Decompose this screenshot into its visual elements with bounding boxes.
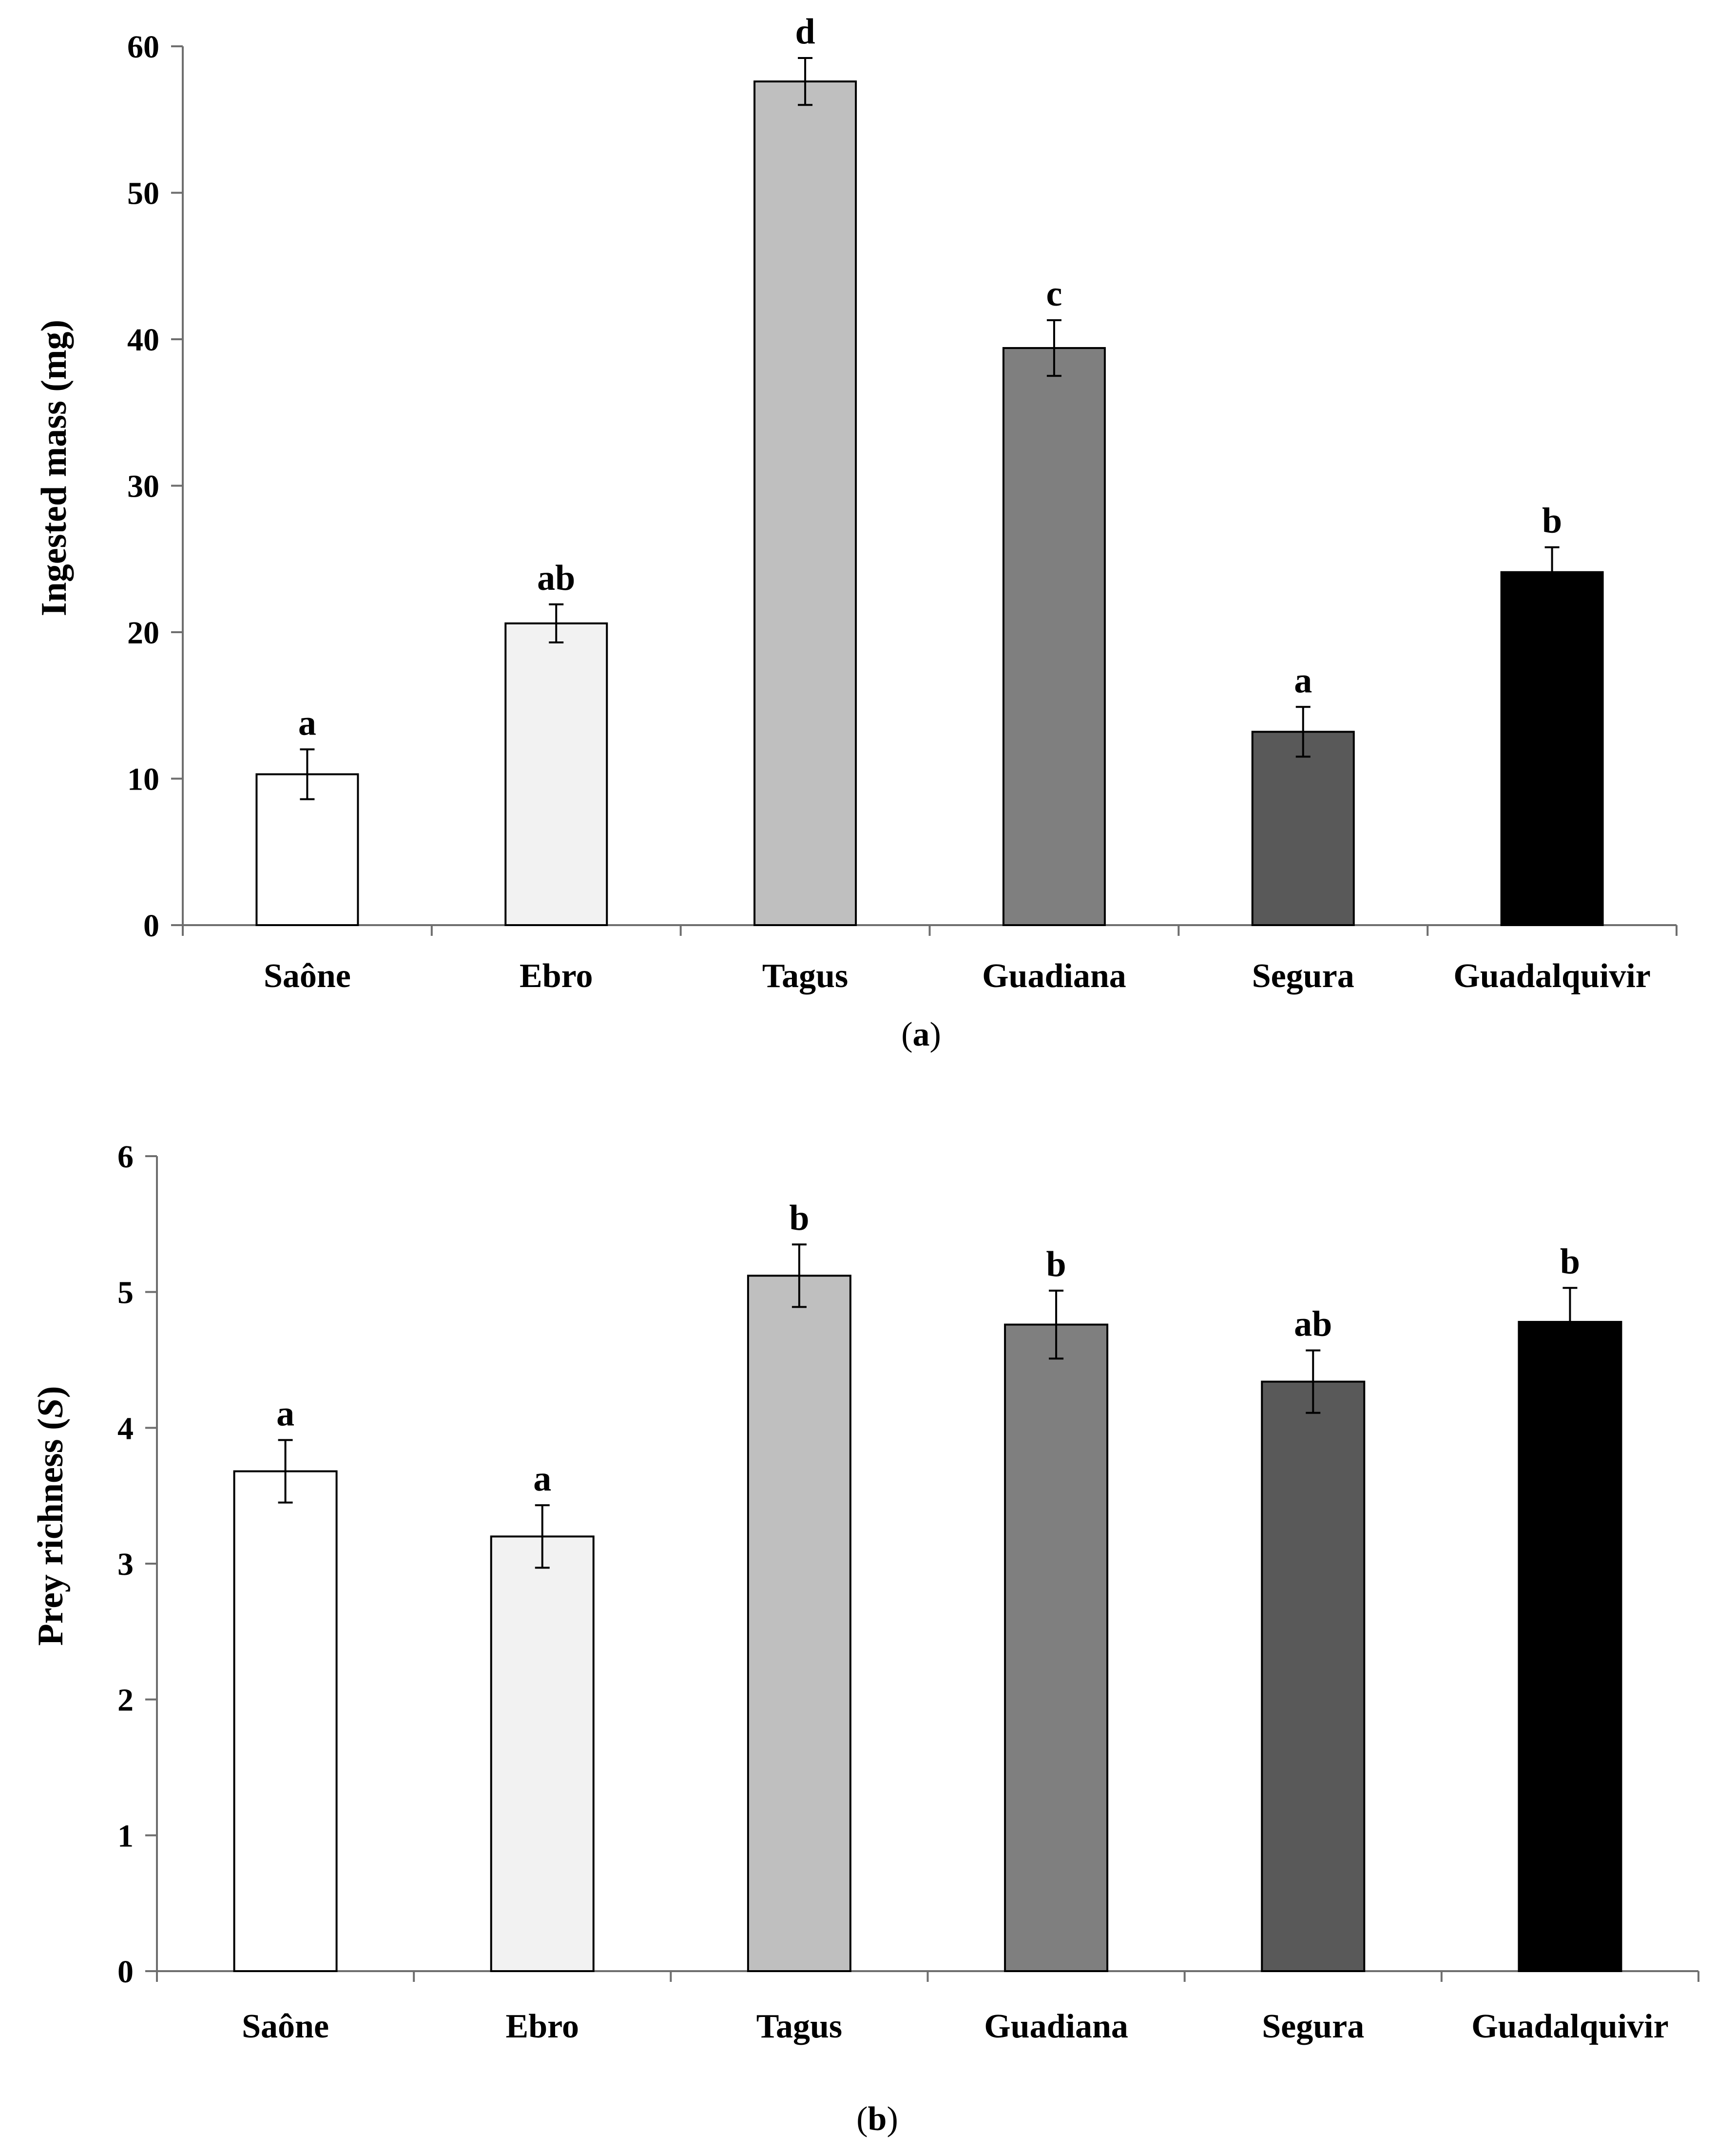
panel-a-significance-label: b	[1542, 501, 1562, 541]
panel-a-bar	[1251, 731, 1355, 926]
panel-b-y-tick-label: 4	[117, 1411, 134, 1446]
panel-b-significance-label: b	[1046, 1244, 1066, 1284]
panel-b-category-label: Tagus	[756, 2008, 842, 2045]
panel-b-caption: (b)	[856, 2100, 898, 2138]
panel-a-category-label: Saône	[264, 957, 351, 995]
panel-b-bar	[490, 1535, 595, 1972]
panel-a-category-label: Guadiana	[982, 957, 1126, 995]
panel-a-bar	[504, 622, 608, 926]
panel-a-y-tick-label: 20	[127, 615, 159, 651]
panel-b-category-label: Ebro	[506, 2008, 579, 2045]
panel-a-y-tick-label: 10	[127, 762, 159, 797]
panel-b-y-axis-label-suffix: )	[31, 1386, 71, 1398]
panel-a-bar	[255, 773, 359, 926]
panel-b-significance-label: ab	[1294, 1304, 1332, 1344]
panel-a-bar	[1500, 571, 1604, 927]
panel-a-y-axis-label: Ingested mass (mg)	[34, 320, 74, 616]
panel-b-y-axis-label-prefix: Prey richness (	[31, 1418, 71, 1646]
panel-a-bar	[753, 80, 857, 926]
panel-b-significance-label: b	[1560, 1241, 1580, 1281]
panel-b-category-label: Segura	[1262, 2008, 1364, 2045]
panel-b-y-tick-label: 2	[117, 1683, 134, 1718]
panel-a-significance-label: d	[795, 12, 815, 52]
panel-b-significance-label: b	[789, 1198, 809, 1238]
panel-a-plot-area: 0102030405060aSaôneabEbrodTaguscGuadiana…	[127, 12, 1678, 995]
panel-a-y-tick-label: 40	[127, 322, 159, 358]
panel-b-bar	[233, 1470, 338, 1972]
panel-a-category-label: Ebro	[520, 957, 593, 995]
panel-a-category-label: Guadalquivir	[1453, 957, 1651, 995]
panel-b-bar	[1004, 1323, 1109, 1972]
panel-a-significance-label: a	[1294, 660, 1312, 700]
panel-b-caption-letter: b	[868, 2100, 887, 2138]
panel-b-bar	[1518, 1320, 1622, 1972]
panel-b-category-label: Guadalquivir	[1471, 2008, 1669, 2045]
panel-b-category-label: Guadiana	[984, 2008, 1128, 2045]
panel-b-y-tick-label: 0	[117, 1954, 134, 1990]
panel-a-bar	[1002, 347, 1106, 926]
panel-b-y-axis-label-symbol: S	[31, 1398, 71, 1418]
panel-b-bar	[747, 1275, 851, 1972]
panel-a-category-label: Tagus	[762, 957, 848, 995]
panel-b-plot-area: 0 1 2 3 4 5 6 a Saône a Ebro b Tagus b Guadiana ab Segur…	[117, 1139, 1699, 2045]
panel-a-significance-label: a	[298, 703, 316, 743]
panel-a-y-tick-label: 0	[143, 908, 159, 944]
panel-b-y-tick-label: 5	[117, 1275, 134, 1311]
panel-b-significance-label: a	[276, 1394, 294, 1434]
panel-a-category-label: Segura	[1252, 957, 1354, 995]
panel-a-significance-label: c	[1046, 274, 1062, 314]
panel-b-significance-label: a	[533, 1459, 551, 1499]
panel-b-y-tick-label: 3	[117, 1547, 134, 1582]
panel-a-y-tick-label: 50	[127, 176, 159, 212]
panel-a-y-tick-label: 30	[127, 469, 159, 504]
panel-b-y-tick-label: 1	[117, 1818, 134, 1854]
panel-a: 0102030405060aSaôneabEbrodTaguscGuadiana…	[34, 12, 1678, 1053]
panel-b-bar	[1261, 1380, 1366, 1972]
panel-b-y-axis-label: Prey richness (S)	[31, 1386, 71, 1646]
panel-b-y-tick-label: 6	[117, 1139, 134, 1175]
panel-b-category-label: Saône	[242, 2008, 329, 2045]
panel-a-caption-letter: a	[913, 1016, 930, 1053]
panel-a-caption: (a)	[901, 1016, 941, 1053]
panel-a-y-tick-label: 60	[127, 29, 159, 65]
panel-b: 0 1 2 3 4 5 6 a Saône a Ebro b Tagus b Guadiana ab Segur…	[31, 1139, 1699, 2138]
panel-a-significance-label: ab	[537, 558, 575, 598]
